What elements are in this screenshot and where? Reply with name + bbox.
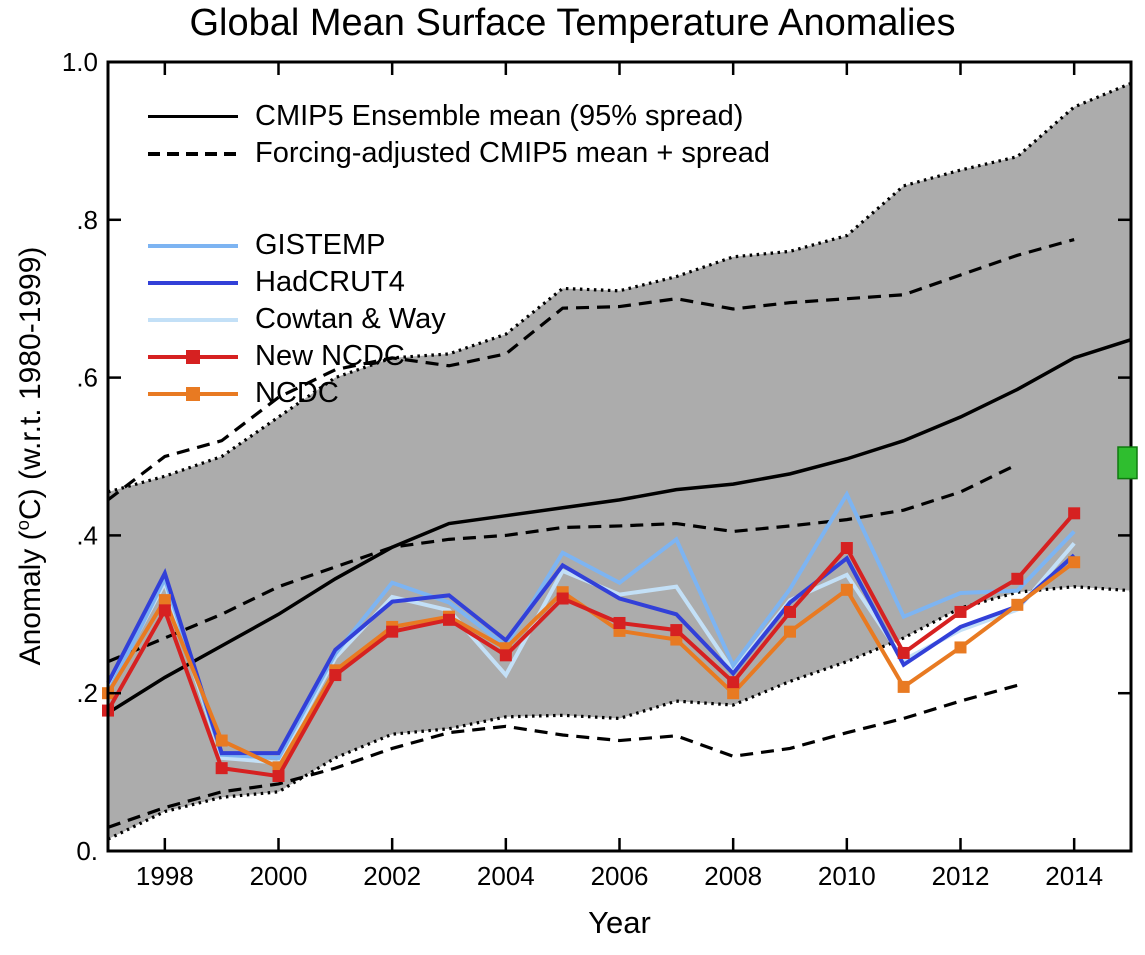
ensemble-mean-line-sample bbox=[148, 115, 238, 118]
x-tick-label: 2006 bbox=[591, 861, 649, 891]
y-tick-label: .4 bbox=[76, 520, 98, 550]
chart-title: Global Mean Surface Temperature Anomalie… bbox=[189, 2, 956, 44]
x-tick-label: 2012 bbox=[932, 861, 990, 891]
x-tick-label: 2000 bbox=[250, 861, 308, 891]
new-ncdc-marker bbox=[158, 604, 171, 617]
cmip5-ensemble-mean-line bbox=[107, 338, 1132, 715]
ncdc-marker bbox=[840, 583, 853, 596]
cowtan-way-line-sample bbox=[148, 317, 238, 322]
new-ncdc-square-marker bbox=[186, 349, 200, 364]
ncdc-marker bbox=[1068, 556, 1081, 569]
legend-label-cowtan-way: Cowtan & Way bbox=[255, 303, 446, 335]
y-tick-label: 1.0 bbox=[62, 47, 98, 77]
y-tick-label: 0. bbox=[76, 836, 98, 866]
x-tick-label: 1998 bbox=[136, 861, 194, 891]
new-ncdc-marker bbox=[272, 770, 285, 783]
legend-label-forcing-adjusted: Forcing-adjusted CMIP5 mean + spread bbox=[255, 137, 771, 169]
gistemp-line bbox=[106, 490, 1076, 760]
new-ncdc-marker bbox=[386, 625, 399, 638]
new-ncdc-line-sample bbox=[148, 349, 238, 364]
legend-label-ensemble-mean: CMIP5 Ensemble mean (95% spread) bbox=[255, 100, 744, 132]
x-tick-label: 2002 bbox=[363, 861, 421, 891]
ncdc-marker bbox=[670, 633, 683, 646]
hadcrut4-line bbox=[106, 553, 1076, 756]
x-tick-label: 2008 bbox=[704, 861, 762, 891]
new-ncdc-marker bbox=[556, 592, 569, 605]
ncdc-marker bbox=[1011, 598, 1024, 611]
legend-row-ensemble-mean: CMIP5 Ensemble mean (95% spread) bbox=[148, 98, 770, 135]
legend-spacer bbox=[148, 172, 770, 227]
forcing-adjusted-mean-dashed-line bbox=[107, 462, 1019, 664]
new-ncdc-marker bbox=[954, 605, 967, 618]
new-ncdc-marker bbox=[499, 649, 512, 662]
new-ncdc-marker bbox=[215, 762, 228, 775]
ncdc-marker bbox=[897, 680, 910, 693]
y-tick-label: .6 bbox=[76, 363, 98, 393]
y-tick-label: .8 bbox=[76, 205, 98, 235]
legend-row-cowtan-way: Cowtan & Way bbox=[148, 301, 770, 338]
new-ncdc-marker bbox=[613, 616, 626, 629]
hadcrut4-line-sample bbox=[148, 280, 238, 285]
new-ncdc-marker bbox=[1011, 572, 1024, 585]
new-ncdc-marker bbox=[840, 542, 853, 555]
legend-row-ncdc: NCDC bbox=[148, 375, 770, 412]
new-ncdc-marker bbox=[670, 624, 683, 637]
x-tick-label: 2010 bbox=[818, 861, 876, 891]
new-ncdc-marker bbox=[1068, 507, 1081, 520]
new-ncdc-marker bbox=[443, 613, 455, 626]
ncdc-marker bbox=[215, 734, 228, 747]
y-tick-label: .2 bbox=[76, 678, 98, 708]
legend-row-new-ncdc: New NCDC bbox=[148, 338, 770, 375]
legend-row-gistemp: GISTEMP bbox=[148, 227, 770, 264]
gistemp-line-sample bbox=[148, 243, 238, 248]
legend-label-new-ncdc: New NCDC bbox=[255, 340, 405, 372]
forcing-adjusted-lower-dashed-line bbox=[107, 683, 1018, 829]
ncdc-marker bbox=[727, 687, 740, 700]
forcing-adjusted-dashed-line-sample bbox=[148, 151, 238, 156]
legend-row-hadcrut4: HadCRUT4 bbox=[148, 264, 770, 301]
new-ncdc-marker bbox=[329, 669, 342, 682]
new-ncdc-marker bbox=[784, 605, 796, 618]
new-ncdc-line bbox=[106, 511, 1076, 779]
legend: CMIP5 Ensemble mean (95% spread) Forcing… bbox=[148, 98, 770, 412]
x-tick-label: 2004 bbox=[477, 861, 535, 891]
x-tick-label: 2014 bbox=[1045, 861, 1103, 891]
legend-row-forcing-adjusted: Forcing-adjusted CMIP5 mean + spread bbox=[148, 135, 770, 172]
ncdc-marker bbox=[784, 625, 796, 638]
legend-label-hadcrut4: HadCRUT4 bbox=[255, 266, 405, 298]
ncdc-line-sample bbox=[148, 386, 238, 401]
ncdc-marker bbox=[954, 641, 967, 654]
forcing-adjusted-upper-dashed-line bbox=[107, 237, 1075, 502]
legend-label-gistemp: GISTEMP bbox=[255, 229, 386, 261]
green-2015-marker bbox=[1117, 446, 1138, 480]
new-ncdc-marker bbox=[727, 676, 740, 689]
ncdc-marker bbox=[158, 594, 171, 607]
ncdc-square-marker bbox=[186, 386, 200, 401]
legend-label-ncdc: NCDC bbox=[255, 377, 339, 409]
x-axis-title: Year bbox=[588, 905, 651, 940]
new-ncdc-marker bbox=[897, 646, 910, 659]
